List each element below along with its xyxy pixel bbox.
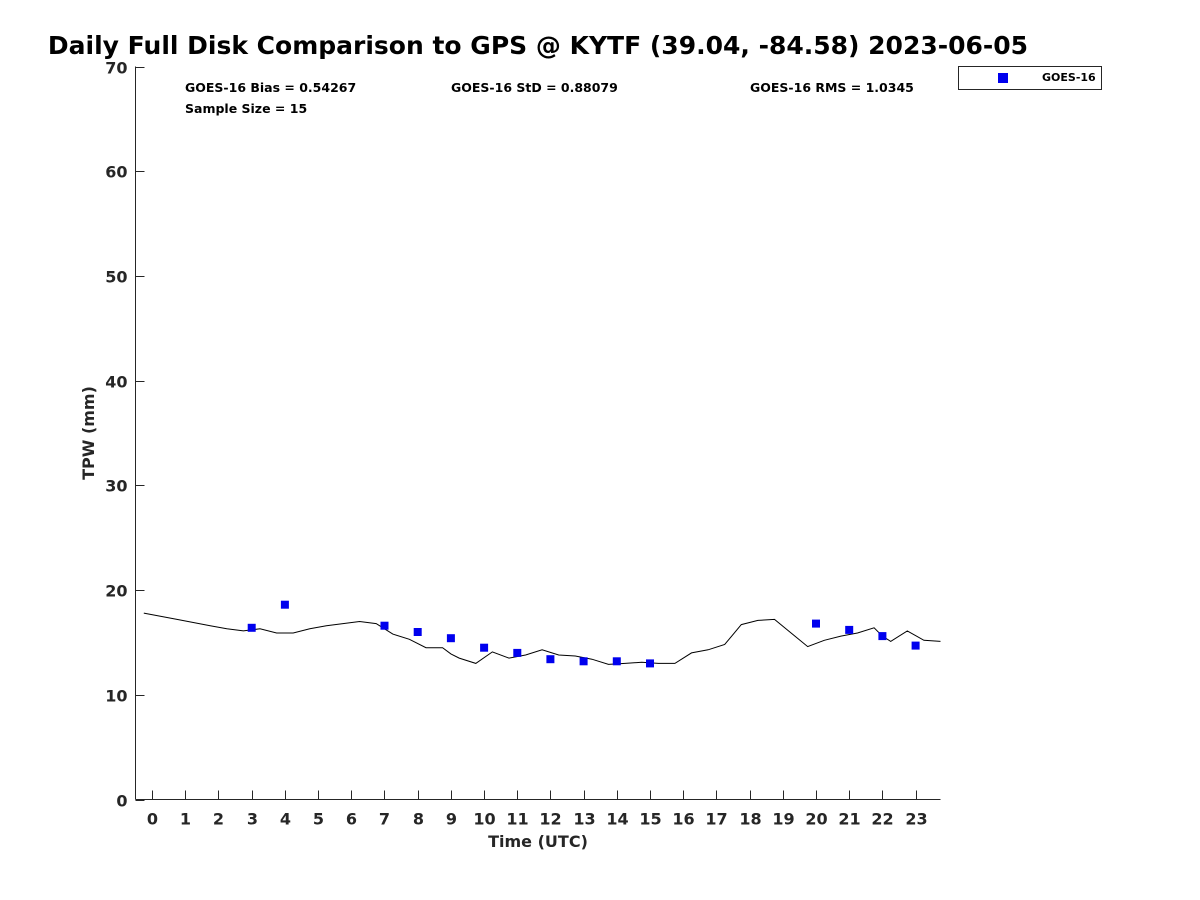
x-tick-label: 15 <box>639 810 661 829</box>
goes16-point <box>612 657 621 666</box>
goes16-point <box>911 641 920 650</box>
y-tick-label: 0 <box>116 792 127 811</box>
gps-series-line <box>143 612 941 665</box>
stat-rms: GOES-16 RMS = 1.0345 <box>750 80 914 95</box>
y-tick-label: 40 <box>105 373 127 392</box>
goes16-point <box>380 621 389 630</box>
goes16-point <box>812 619 820 628</box>
x-tick-label: 8 <box>413 810 424 829</box>
x-tick-label: 9 <box>446 810 457 829</box>
x-tick-label: 3 <box>247 810 258 829</box>
x-axis-label: Time (UTC) <box>488 832 588 851</box>
goes16-point <box>579 657 588 666</box>
goes16-point <box>247 623 256 632</box>
x-tick-label: 5 <box>313 810 324 829</box>
x-tick-label: 0 <box>147 810 158 829</box>
x-tick-label: 18 <box>739 810 761 829</box>
y-tick-label: 50 <box>105 268 127 287</box>
x-tick-label: 4 <box>280 810 291 829</box>
x-tick-label: 21 <box>838 810 860 829</box>
stat-std: GOES-16 StD = 0.88079 <box>451 80 618 95</box>
goes16-point <box>646 659 654 668</box>
goes16-point <box>413 628 422 636</box>
x-tick-label: 6 <box>346 810 357 829</box>
y-tick-label: 70 <box>105 59 127 78</box>
y-tick-label: 60 <box>105 163 127 182</box>
x-tick-label: 17 <box>705 810 727 829</box>
x-ticks: 0 1 2 3 4 5 6 7 8 9 10 11 12 13 14 15 16 17 18 19 20 21 22 23 <box>147 790 928 829</box>
goes16-point <box>845 625 854 634</box>
x-tick-label: 11 <box>506 810 528 829</box>
x-tick-label: 14 <box>606 810 628 829</box>
goes16-point <box>546 655 555 664</box>
y-tick-label: 30 <box>105 477 127 496</box>
x-tick-label: 20 <box>805 810 827 829</box>
x-tick-label: 19 <box>772 810 794 829</box>
stat-bias: GOES-16 Bias = 0.54267 <box>185 80 356 95</box>
x-tick-label: 16 <box>672 810 694 829</box>
x-tick-label: 22 <box>871 810 893 829</box>
legend: GOES-16 <box>958 66 1102 90</box>
stat-sample-size: Sample Size = 15 <box>185 101 307 116</box>
legend-label-goes16: GOES-16 <box>1042 71 1096 84</box>
legend-box <box>958 66 1102 90</box>
x-tick-label: 23 <box>905 810 927 829</box>
goes16-point <box>513 648 522 657</box>
x-tick-label: 13 <box>573 810 595 829</box>
goes16-series-points <box>247 600 920 668</box>
y-tick-label: 20 <box>105 582 127 601</box>
goes16-point <box>480 643 489 652</box>
chart-title: Daily Full Disk Comparison to GPS @ KYTF… <box>48 31 1028 60</box>
y-axis-label: TPW (mm) <box>79 386 98 480</box>
goes16-point <box>280 600 289 609</box>
stats-annotations: GOES-16 Bias = 0.54267 GOES-16 StD = 0.8… <box>185 80 914 116</box>
x-tick-label: 12 <box>539 810 561 829</box>
axes <box>135 66 941 800</box>
goes16-point <box>446 634 455 643</box>
x-tick-label: 7 <box>379 810 390 829</box>
y-ticks: 0 10 20 30 40 50 60 70 <box>105 59 145 811</box>
y-tick-label: 10 <box>105 687 127 706</box>
x-tick-label: 10 <box>473 810 495 829</box>
x-tick-label: 1 <box>180 810 191 829</box>
goes16-point <box>878 632 887 641</box>
legend-marker-goes16 <box>998 73 1008 83</box>
x-tick-label: 2 <box>213 810 224 829</box>
